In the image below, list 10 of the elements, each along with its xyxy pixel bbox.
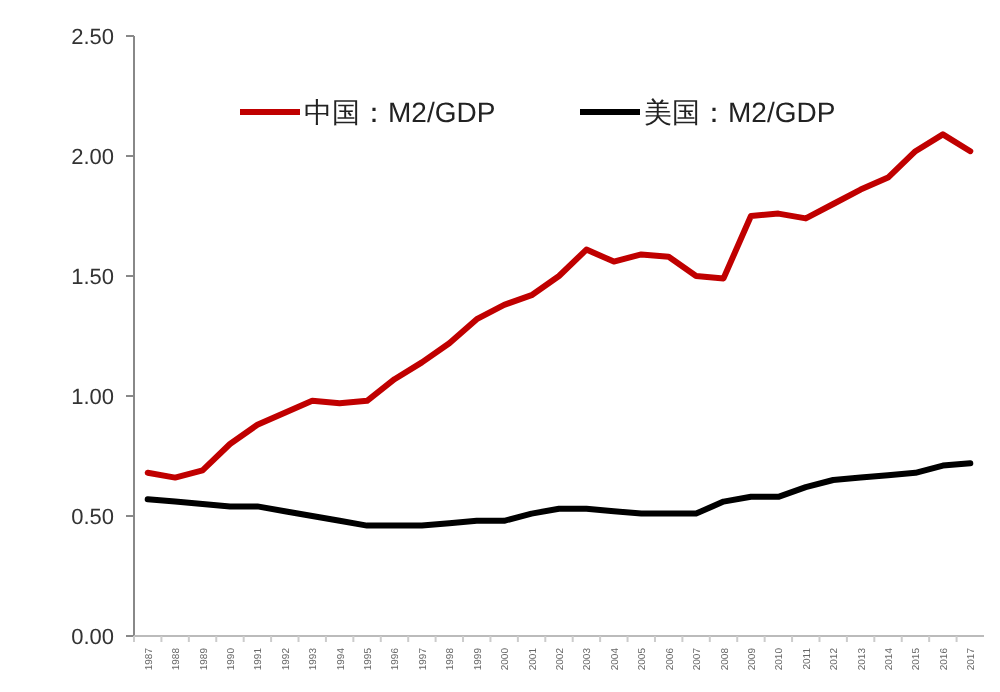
y-tick-label: 0.50 [71,506,114,530]
legend-label: 美国：M2/GDP [644,96,836,128]
y-tick-label: 0.00 [71,626,114,650]
line-series [144,131,974,481]
y-tick-label: 2.00 [71,146,114,170]
line-series [144,460,974,529]
y-tick-label: 1.50 [71,266,114,290]
y-tick-label: 1.00 [71,386,114,410]
y-tick-label: 2.50 [71,26,114,50]
legend-label: 中国：M2/GDP [304,96,496,128]
